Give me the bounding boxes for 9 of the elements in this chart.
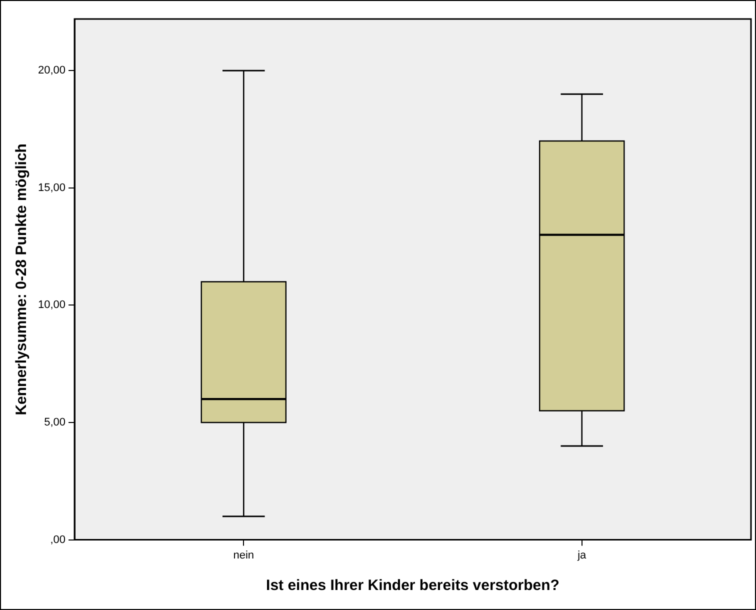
x-tick-label: ja	[576, 549, 588, 562]
x-tick-label: nein	[233, 549, 254, 562]
y-axis-title: Kennerlysumme: 0-28 Punkte möglich	[13, 144, 30, 416]
y-tick-label: 20,00	[38, 64, 66, 77]
y-tick-label: 5,00	[44, 416, 66, 429]
y-tick-label: 15,00	[38, 182, 66, 194]
x-axis-title: Ist eines Ihrer Kinder bereits verstorben?	[266, 577, 560, 594]
y-tick-label: 10,00	[38, 299, 66, 312]
y-tick-label: ,00	[50, 534, 66, 546]
